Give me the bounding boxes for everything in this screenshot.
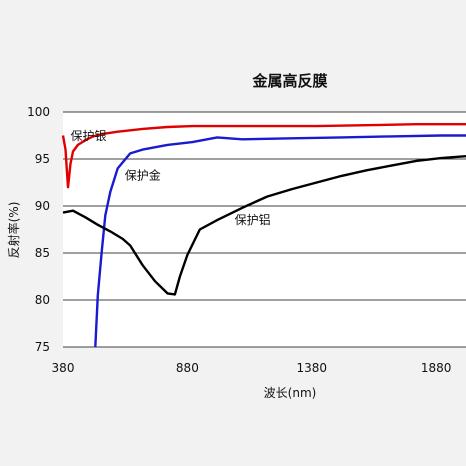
- chart-title: 金属高反膜: [251, 72, 327, 90]
- y-tick-label-80: 80: [35, 293, 50, 307]
- series-line-aluminum: [62, 155, 466, 296]
- y-tick-label-85: 85: [35, 246, 50, 260]
- annotation-aluminum: 保护铝: [235, 212, 271, 227]
- y-axis-label: 反射率(%): [6, 202, 21, 259]
- y-tick-label-75: 75: [35, 340, 50, 354]
- x-tick-label-1880: 1880: [421, 361, 452, 375]
- x-tick-label-380: 380: [52, 361, 75, 375]
- y-tick-label-95: 95: [35, 152, 50, 166]
- series-lines: [61, 122, 466, 348]
- x-tick-labels: 380 880 1380 1880: [52, 361, 452, 375]
- annotation-silver: 保护银: [70, 129, 106, 143]
- x-tick-label-1380: 1380: [296, 361, 327, 375]
- y-tick-label-90: 90: [35, 199, 50, 213]
- annotation-gold: 保护金: [125, 168, 161, 183]
- y-tick-labels: 100 95 90 85 80 75: [27, 105, 50, 354]
- plot-area: [63, 112, 466, 347]
- y-tick-label-100: 100: [27, 105, 50, 119]
- x-axis-label: 波长(nm): [264, 386, 317, 400]
- grid-lines: [63, 111, 466, 348]
- x-tick-label-880: 880: [176, 361, 199, 375]
- series-line-silver: [61, 122, 466, 189]
